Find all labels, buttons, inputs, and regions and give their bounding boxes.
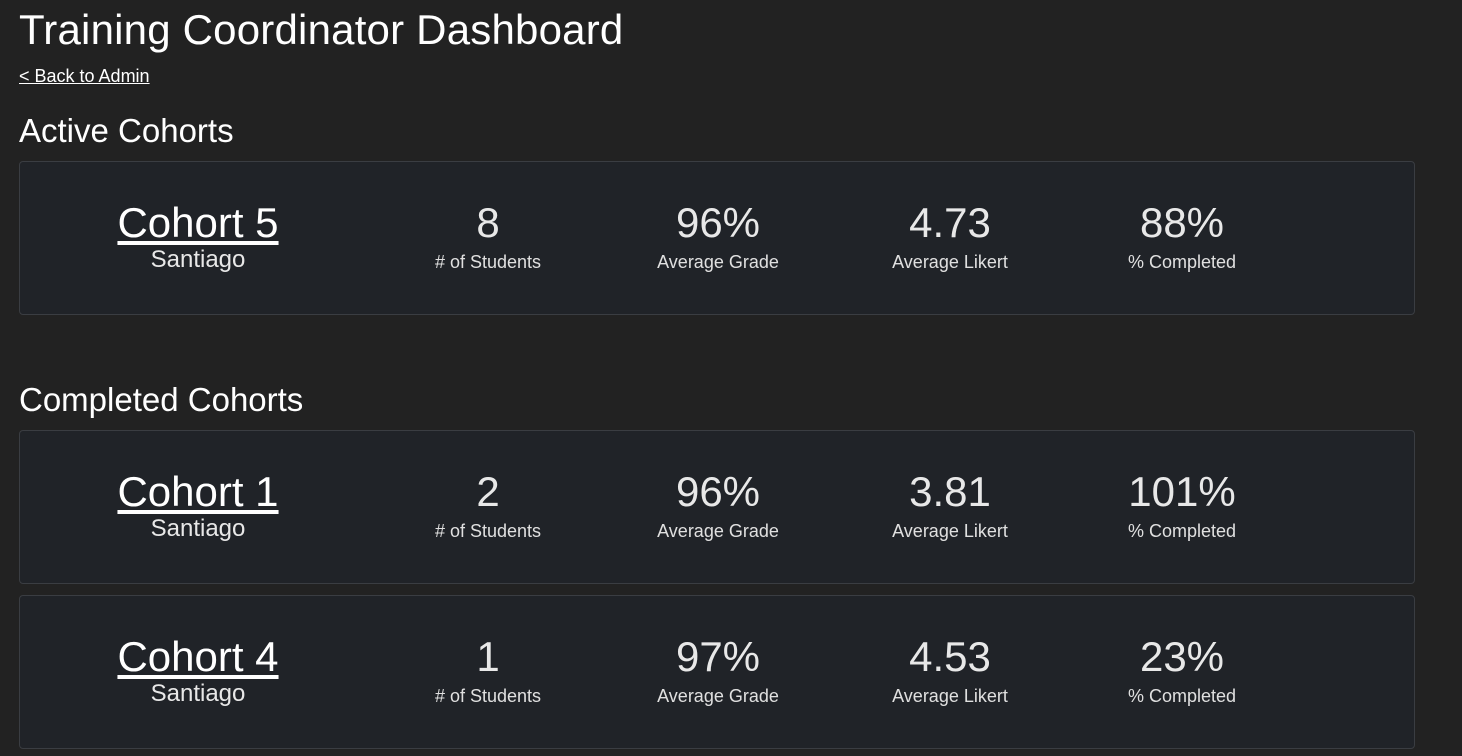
page-title: Training Coordinator Dashboard	[19, 6, 624, 53]
students-label: # of Students	[434, 686, 542, 706]
grade-stat: 96% Average Grade	[628, 467, 808, 543]
completed-value: 101%	[1128, 468, 1236, 515]
cohort-city: Santiago	[150, 246, 246, 273]
completed-cohorts-heading: Completed Cohorts	[19, 381, 304, 418]
grade-label: Average Grade	[657, 686, 779, 706]
likert-stat: 3.81 Average Likert	[860, 467, 1040, 543]
students-value: 8	[476, 199, 500, 246]
completed-stat: 23% % Completed	[1092, 632, 1272, 708]
cohort-city: Santiago	[150, 680, 246, 707]
grade-value: 96%	[675, 199, 761, 246]
students-value: 1	[476, 633, 500, 680]
completed-label: % Completed	[1127, 686, 1237, 706]
cohort-name-link[interactable]: Cohort 5	[117, 199, 279, 246]
completed-stat: 101% % Completed	[1092, 467, 1272, 543]
cohort-card: Cohort 4 Santiago 1 # of Students 97% Av…	[19, 595, 1415, 749]
completed-label: % Completed	[1127, 521, 1237, 541]
likert-label: Average Likert	[892, 521, 1008, 541]
cohort-card: Cohort 1 Santiago 2 # of Students 96% Av…	[19, 430, 1415, 584]
completed-label: % Completed	[1127, 252, 1237, 272]
back-to-admin-link[interactable]: < Back to Admin	[19, 66, 150, 86]
likert-stat: 4.53 Average Likert	[860, 632, 1040, 708]
cohort-card: Cohort 5 Santiago 8 # of Students 96% Av…	[19, 161, 1415, 315]
likert-stat: 4.73 Average Likert	[860, 198, 1040, 274]
cohort-info: Cohort 5 Santiago	[98, 198, 298, 274]
students-stat: 2 # of Students	[398, 467, 578, 543]
students-label: # of Students	[434, 252, 542, 272]
likert-label: Average Likert	[892, 252, 1008, 272]
cohort-city: Santiago	[150, 515, 246, 542]
likert-label: Average Likert	[892, 686, 1008, 706]
likert-value: 4.53	[909, 633, 991, 680]
completed-value: 23%	[1139, 633, 1225, 680]
grade-value: 96%	[675, 468, 761, 515]
grade-label: Average Grade	[657, 521, 779, 541]
students-stat: 1 # of Students	[398, 632, 578, 708]
cohort-name-link[interactable]: Cohort 4	[117, 633, 279, 680]
completed-stat: 88% % Completed	[1092, 198, 1272, 274]
cohort-info: Cohort 1 Santiago	[98, 467, 298, 543]
students-label: # of Students	[434, 521, 542, 541]
grade-label: Average Grade	[657, 252, 779, 272]
grade-value: 97%	[675, 633, 761, 680]
likert-value: 3.81	[909, 468, 991, 515]
cohort-name-link[interactable]: Cohort 1	[117, 468, 279, 515]
likert-value: 4.73	[909, 199, 991, 246]
cohort-info: Cohort 4 Santiago	[98, 632, 298, 708]
students-value: 2	[476, 468, 500, 515]
grade-stat: 96% Average Grade	[628, 198, 808, 274]
active-cohorts-heading: Active Cohorts	[19, 112, 234, 149]
grade-stat: 97% Average Grade	[628, 632, 808, 708]
students-stat: 8 # of Students	[398, 198, 578, 274]
completed-value: 88%	[1139, 199, 1225, 246]
